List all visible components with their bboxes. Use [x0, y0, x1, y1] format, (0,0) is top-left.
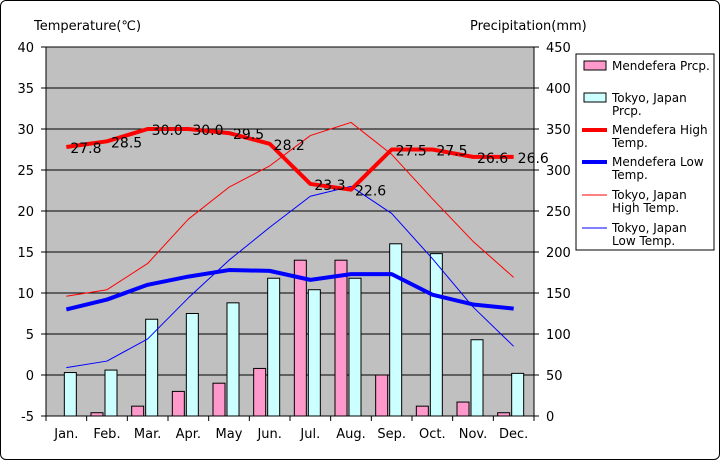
data-label: 26.6: [518, 151, 549, 167]
legend-label: Mendefera High: [612, 123, 708, 137]
bar-tokyo-prcp: [185, 313, 199, 417]
left-tick-label: 35: [17, 82, 34, 97]
series-line-tokyo-japan-low-temp: [66, 185, 515, 369]
bar-mendefera-prcp: [131, 405, 145, 417]
legend-label: Low Temp.: [612, 234, 675, 248]
bar-tokyo-prcp: [429, 253, 443, 417]
bar-mendefera-prcp: [253, 367, 267, 417]
right-tick-label: 450: [546, 41, 571, 56]
data-label: 30.0: [192, 123, 223, 139]
left-tick-label: 30: [17, 123, 34, 138]
bar-mendefera-prcp: [212, 382, 226, 417]
bar-mendefera-prcp: [415, 405, 429, 417]
left-tick-label: 15: [17, 246, 34, 261]
legend-swatch: [583, 60, 607, 71]
right-tick-label: 350: [546, 123, 571, 138]
bar-tokyo-prcp: [145, 318, 159, 417]
data-label: 29.5: [233, 127, 264, 143]
bar-tokyo-prcp: [226, 302, 240, 417]
legend-label: Tokyo, Japan: [611, 188, 687, 202]
bar-mendefera-prcp: [293, 259, 307, 417]
bar-tokyo-prcp: [307, 289, 321, 417]
legend-label: Prcp.: [612, 104, 642, 118]
series-line-mendefera-low-temp: [65, 268, 514, 312]
legend-label: Mendefera Prcp.: [612, 59, 710, 73]
right-tick-label: 400: [546, 82, 571, 97]
bar-mendefera-prcp: [375, 374, 389, 417]
data-label: 27.5: [396, 144, 427, 160]
bar-tokyo-prcp: [348, 277, 362, 417]
x-tick-label: May: [216, 427, 243, 442]
legend-label: Mendefera Low: [612, 155, 704, 169]
left-tick-label: 40: [17, 41, 34, 56]
legend-label: Temp.: [611, 168, 648, 182]
legend-label: Temp.: [611, 136, 648, 150]
right-tick-label: 200: [546, 246, 571, 261]
left-tick-label: 25: [17, 164, 34, 179]
data-label: 30.0: [152, 123, 183, 139]
right-tick-label: 300: [546, 164, 571, 179]
bar-mendefera-prcp: [90, 412, 104, 417]
x-tick-label: Jun.: [256, 427, 281, 442]
bar-tokyo-prcp: [470, 339, 484, 417]
x-tick-label: Jan.: [53, 427, 78, 442]
x-tick-label: Jul.: [299, 427, 320, 442]
data-label: 26.6: [477, 151, 508, 167]
legend-label: Tokyo, Japan: [611, 221, 687, 235]
data-label: 28.5: [111, 135, 142, 151]
left-axis-label: Temperature(℃): [33, 19, 141, 34]
bar-mendefera-prcp: [497, 412, 511, 417]
left-tick-label: 5: [26, 328, 34, 343]
left-tick-label: 10: [17, 287, 34, 302]
data-label: 27.8: [70, 141, 101, 157]
x-tick-label: Mar.: [134, 427, 161, 442]
series-line-tokyo-japan-high-temp: [66, 121, 514, 297]
right-tick-label: 0: [546, 410, 554, 425]
bar-tokyo-prcp: [63, 372, 77, 417]
legend-box: [575, 53, 715, 251]
right-tick-label: 150: [546, 287, 571, 302]
data-label: 27.5: [436, 144, 467, 160]
bar-tokyo-prcp: [511, 372, 525, 417]
left-tick-label: 0: [26, 369, 34, 384]
x-tick-label: Dec.: [499, 427, 528, 442]
bar-tokyo-prcp: [389, 243, 403, 417]
bar-mendefera-prcp: [334, 259, 348, 417]
legend-label: High Temp.: [612, 201, 679, 215]
bar-tokyo-prcp: [104, 369, 118, 417]
right-tick-label: 250: [546, 205, 571, 220]
bar-mendefera-prcp: [171, 390, 185, 417]
x-tick-label: Feb.: [93, 427, 120, 442]
legend-swatch: [583, 92, 607, 103]
right-axis-label: Precipitation(mm): [470, 19, 587, 34]
x-tick-label: Sep.: [377, 427, 406, 442]
data-label: 23.3: [314, 178, 345, 194]
data-label: 22.6: [355, 184, 386, 200]
left-tick-label: 20: [17, 205, 34, 220]
data-label: 28.2: [274, 138, 305, 154]
bar-tokyo-prcp: [267, 277, 281, 417]
legend-label: Tokyo, Japan: [611, 91, 687, 105]
series-line-mendefera-high-temp: [66, 127, 514, 192]
right-tick-label: 100: [546, 328, 571, 343]
x-tick-label: Aug.: [336, 427, 366, 442]
plot-area: [45, 46, 535, 417]
right-tick-label: 50: [546, 369, 563, 384]
left-tick-label: -5: [21, 410, 34, 425]
x-tick-label: Oct.: [419, 427, 446, 442]
bar-mendefera-prcp: [456, 401, 470, 417]
x-tick-label: Apr.: [176, 427, 201, 442]
x-tick-label: Nov.: [459, 427, 488, 442]
